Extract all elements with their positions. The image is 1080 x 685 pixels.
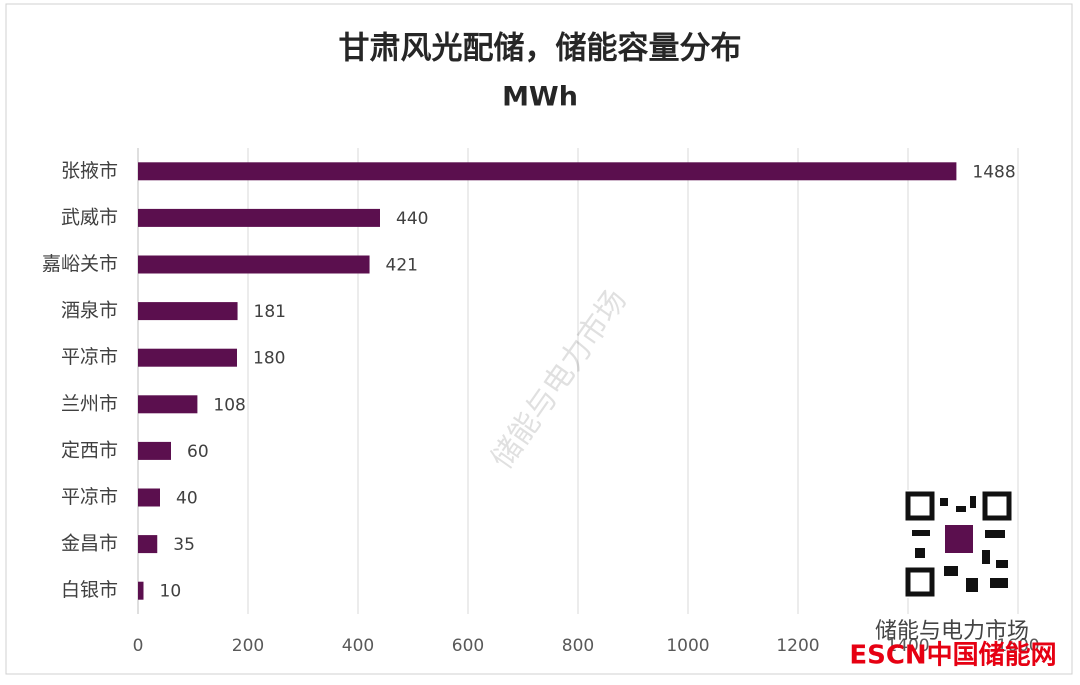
bar [138, 162, 957, 181]
x-tick-label: 800 [562, 636, 594, 656]
x-tick-label: 1000 [666, 636, 709, 656]
bar [138, 208, 380, 227]
bar [138, 302, 238, 321]
plot: 0 200 400 600 800 1000 1200 1400 1600 张掖市 1488 武威市 4… [42, 148, 1040, 656]
y-tick-label: 白银市 [61, 579, 118, 601]
qr-code [903, 490, 1015, 598]
bar [138, 581, 144, 600]
y-tick-label: 武威市 [61, 206, 118, 228]
y-tick-label: 平凉市 [61, 346, 118, 368]
bar [138, 395, 198, 414]
y-tick-label: 酒泉市 [61, 300, 118, 322]
account-watermark: 储能与电力市场 [875, 619, 1029, 644]
value-label: 35 [173, 535, 195, 555]
value-label: 180 [253, 349, 285, 369]
x-tick-label: 200 [232, 636, 264, 656]
value-label: 10 [160, 582, 182, 602]
x-tick-label: 1400 [886, 636, 929, 656]
y-tick-label: 定西市 [61, 439, 118, 461]
chart-subtitle: MWh [502, 82, 578, 113]
value-label: 181 [254, 302, 286, 322]
bar [138, 441, 171, 460]
x-tick-label: 1200 [776, 636, 819, 656]
y-tick-label: 张掖市 [61, 160, 118, 182]
value-label: 1488 [972, 162, 1015, 182]
chart-title: 甘肃风光配储，储能容量分布 [339, 31, 742, 67]
y-tick-label: 平凉市 [61, 486, 118, 508]
bar [138, 255, 370, 274]
value-label: 440 [396, 209, 428, 229]
value-label: 40 [176, 489, 198, 509]
y-tick-label: 金昌市 [61, 533, 118, 555]
bar [138, 535, 158, 554]
value-label: 421 [386, 256, 418, 276]
bar [138, 348, 237, 367]
chart-border [5, 3, 1073, 675]
x-tick-label: 1600 [996, 636, 1039, 656]
bar [138, 488, 160, 507]
value-label: 60 [187, 442, 209, 462]
x-tick-label: 600 [452, 636, 484, 656]
y-tick-label: 兰州市 [61, 393, 118, 415]
y-tick-label: 嘉峪关市 [42, 253, 118, 275]
logo: ESCN中国储能网 [849, 640, 1056, 671]
x-tick-label: 0 [133, 636, 144, 656]
value-label: 108 [213, 395, 245, 415]
x-tick-label: 400 [342, 636, 374, 656]
